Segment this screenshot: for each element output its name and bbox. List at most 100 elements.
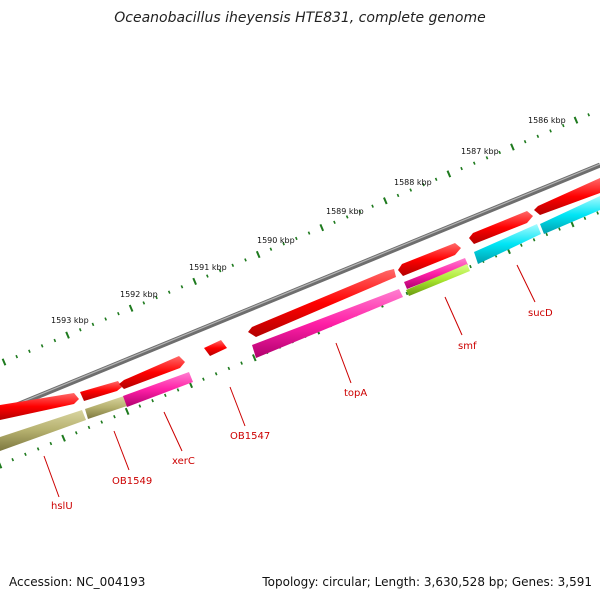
gene-bar-topA[interactable] xyxy=(252,289,403,358)
outer-scale-minor-tick xyxy=(218,268,222,273)
outer-scale-major-tick xyxy=(446,170,452,178)
outer-scale-minor-tick xyxy=(358,209,362,214)
accession-text: Accession: NC_004193 xyxy=(9,575,146,589)
feature-arrow-fwd-1[interactable] xyxy=(0,393,79,420)
leader-smf xyxy=(444,296,463,336)
leader-hslU xyxy=(43,455,60,498)
gene-track xyxy=(0,196,600,451)
tick-label-1591: 1591 kbp xyxy=(189,263,227,272)
gene-bar-smf[interactable] xyxy=(406,264,470,296)
outer-scale-major-tick xyxy=(319,224,325,232)
feature-arrow-fwd-8[interactable] xyxy=(534,178,600,215)
inner-scale-minor-tick xyxy=(87,425,91,430)
gene-label-hslU[interactable]: hslU xyxy=(51,501,73,512)
genome-summary-text: Topology: circular; Length: 3,630,528 bp… xyxy=(262,575,592,589)
outer-scale-major-tick xyxy=(510,143,515,151)
gene-label-OB1547[interactable]: OB1547 xyxy=(230,431,270,442)
inner-scale-minor-tick xyxy=(202,377,205,381)
outer-scale-minor-tick xyxy=(231,263,235,267)
feature-arrow-fwd-5[interactable] xyxy=(248,269,396,337)
gene-leader-lines xyxy=(43,264,536,498)
outer-scale-minor-tick xyxy=(536,134,540,138)
outer-scale-minor-tick xyxy=(155,295,158,300)
gene-label-sucD[interactable]: sucD xyxy=(528,308,553,319)
outer-scale-major-tick xyxy=(192,277,197,285)
leader-OB1549 xyxy=(113,430,130,471)
leader-sucD xyxy=(516,264,536,303)
inner-scale-minor-tick xyxy=(532,238,536,242)
outer-scale-minor-tick xyxy=(434,177,438,181)
outer-scale-minor-tick xyxy=(244,258,247,262)
gene-bar-xerC[interactable] xyxy=(123,372,193,407)
outer-scale-minor-tick xyxy=(549,129,552,133)
tick-label-1586: 1586 kbp xyxy=(528,116,566,125)
gene-bar-sucD-2[interactable] xyxy=(540,196,600,234)
genome-backbone-highlight xyxy=(0,163,600,412)
inner-scale-major-tick xyxy=(124,407,130,415)
scale-labels: 1586 kbp 1587 kbp 1588 kbp 1589 kbp 1590… xyxy=(51,116,566,325)
inner-scale-minor-tick xyxy=(520,243,523,247)
tick-label-1588: 1588 kbp xyxy=(394,178,432,187)
feature-arrow-fwd-4[interactable] xyxy=(204,340,227,356)
outer-scale-minor-tick xyxy=(333,220,336,224)
tick-label-1589: 1589 kbp xyxy=(326,207,364,216)
inner-scale-minor-tick xyxy=(469,264,472,269)
outer-scale-minor-tick xyxy=(345,215,349,219)
outer-scale-minor-tick xyxy=(15,354,19,359)
tick-label-1592: 1592 kbp xyxy=(120,290,158,299)
inner-scale-minor-tick xyxy=(405,291,409,296)
inner-scale-minor-tick xyxy=(11,457,15,462)
inner-scale-minor-tick xyxy=(558,227,561,231)
outer-scale-minor-tick xyxy=(167,290,171,294)
outer-scale-minor-tick xyxy=(206,274,209,278)
outer-scale-minor-tick xyxy=(91,322,95,327)
outer-scale-minor-tick xyxy=(53,338,57,343)
inner-scale-minor-tick xyxy=(214,372,218,376)
inner-scale-minor-tick xyxy=(176,388,180,392)
outer-scale-minor-tick xyxy=(180,285,184,289)
gene-labels: hslU OB1549 xerC OB1547 topA smf sucD xyxy=(51,308,553,512)
tick-label-1587: 1587 kbp xyxy=(461,147,499,156)
gene-label-xerC[interactable]: xerC xyxy=(172,456,195,467)
tick-label-1590: 1590 kbp xyxy=(257,236,295,245)
outer-scale-minor-tick xyxy=(498,150,502,155)
gene-bar-hslU[interactable] xyxy=(0,410,86,451)
gene-bar-smf-top[interactable] xyxy=(404,258,468,289)
inner-scale-minor-tick xyxy=(24,452,27,456)
outer-scale-major-tick xyxy=(255,250,261,259)
inner-scale-minor-tick xyxy=(74,431,78,435)
outer-scale-major-tick xyxy=(573,116,579,124)
outer-scale-minor-tick xyxy=(104,317,108,321)
outer-scale-minor-tick xyxy=(142,301,146,305)
inner-scale-minor-tick xyxy=(138,404,142,408)
gene-label-smf[interactable]: smf xyxy=(458,341,477,352)
feature-arrow-fwd-7[interactable] xyxy=(469,211,533,244)
gene-label-topA[interactable]: topA xyxy=(344,388,367,399)
feature-arrow-fwd-6[interactable] xyxy=(398,243,461,276)
outer-scale-minor-tick xyxy=(117,311,120,316)
inner-scale-minor-tick xyxy=(583,216,587,221)
gene-label-OB1549[interactable]: OB1549 xyxy=(112,476,152,487)
inner-scale-major-tick xyxy=(252,354,257,362)
gene-bar-sucD-1[interactable] xyxy=(474,224,541,264)
inner-scale-minor-tick xyxy=(163,393,167,397)
outer-scale-minor-tick xyxy=(409,188,413,192)
inner-scale-minor-tick xyxy=(545,232,549,237)
genome-backbone xyxy=(0,162,600,415)
outer-scale-minor-tick xyxy=(396,193,400,198)
gene-bar-OB1549[interactable] xyxy=(85,396,127,419)
leader-OB1547 xyxy=(229,386,246,427)
outer-scale-minor-tick xyxy=(282,242,285,246)
outer-scale-major-tick xyxy=(65,331,70,339)
leader-topA xyxy=(335,342,352,384)
feature-arrow-fwd-2[interactable] xyxy=(80,381,122,401)
outer-scale-minor-tick xyxy=(587,113,591,117)
inner-scale-minor-tick xyxy=(100,420,104,424)
outer-scale-major-tick xyxy=(1,358,7,366)
inner-scale-minor-tick xyxy=(227,366,231,371)
inner-scale-minor-tick xyxy=(49,441,53,446)
outer-scale-minor-tick xyxy=(523,139,527,144)
feature-arrow-fwd-3[interactable] xyxy=(119,356,185,389)
